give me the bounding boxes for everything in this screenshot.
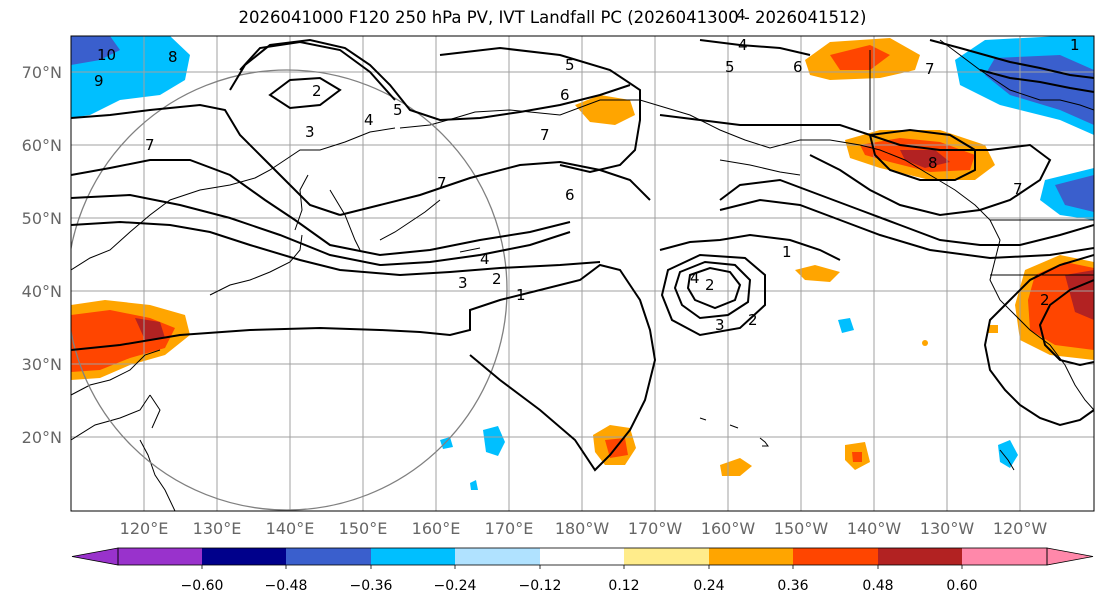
contour-label: 7 (145, 136, 155, 154)
contour-label: 8 (928, 154, 938, 172)
colorbar-segment (455, 548, 540, 565)
lon-label: 150°E (339, 519, 388, 538)
contour-label: 1 (782, 243, 792, 261)
colorbar-tick-label: −0.12 (519, 578, 562, 594)
contour-label: 7 (1013, 180, 1023, 198)
colorbar-tick-label: 0.48 (862, 578, 893, 594)
colorbar-segment (371, 548, 455, 565)
longitude-labels: 120°E 130°E 140°E 150°E 160°E 170°E 180°… (120, 519, 1048, 538)
lat-label: 20°N (22, 428, 62, 447)
contour-label: 7 (540, 126, 550, 144)
ivt-shading (71, 36, 1094, 490)
colorbar-tick-label: −0.60 (181, 578, 224, 594)
lon-label: 130°W (920, 519, 975, 538)
lat-label: 50°N (22, 209, 62, 228)
contour-label-group: 10 9 8 7 2 3 4 5 5 6 4 7 6 7 1 2 4 4 3 2… (94, 6, 1080, 334)
lon-label: 180°W (555, 519, 610, 538)
contour-label: 6 (560, 86, 570, 104)
contour-label: 3 (458, 274, 468, 292)
colorbar-segment (118, 548, 202, 565)
contour-label: 4 (480, 250, 490, 268)
contour-label: 8 (168, 48, 178, 66)
lat-label: 60°N (22, 136, 62, 155)
contour-label: 5 (393, 101, 403, 119)
colorbar-extend-low (71, 547, 119, 566)
contour-label: 3 (305, 123, 315, 141)
lon-label: 120°W (993, 519, 1048, 538)
lon-label: 130°E (193, 519, 242, 538)
contour-label: 2 (492, 270, 502, 288)
colorbar-segment (202, 548, 286, 565)
coastlines (71, 39, 1094, 511)
contour-label: 4 (736, 6, 746, 24)
colorbar-segment (709, 548, 793, 565)
contour-label: 5 (725, 58, 735, 76)
contour-label: 5 (565, 56, 575, 74)
contour-label: 2 (1040, 291, 1050, 309)
contour-label: 2 (705, 276, 715, 294)
contour-label: 6 (793, 58, 803, 76)
colorbar-segment (878, 548, 962, 565)
lat-label: 70°N (22, 63, 62, 82)
contour-label: 7 (925, 60, 935, 78)
colorbar-tick-label: 0.60 (946, 578, 977, 594)
lon-label: 170°E (485, 519, 534, 538)
colorbar-extend-high (1046, 547, 1094, 566)
contour-label: 3 (715, 316, 725, 334)
map-border (70, 35, 1095, 512)
contour-label: 9 (94, 72, 104, 90)
lon-label: 140°W (847, 519, 902, 538)
colorbar-tick-label: −0.24 (434, 578, 477, 594)
colorbar-tick-label: 0.36 (777, 578, 808, 594)
colorbar-ticks: −0.60 −0.48 −0.36 −0.24 −0.12 0.12 0.24 … (181, 578, 978, 594)
colorbar-segment (793, 548, 878, 565)
lon-label: 140°E (266, 519, 315, 538)
colorbar-tick-label: −0.36 (350, 578, 393, 594)
contour-label: 7 (437, 174, 447, 192)
reference-circle (71, 69, 508, 511)
pv-contours (71, 38, 1094, 472)
lon-label: 160°E (412, 519, 461, 538)
contour-label: 4 (690, 269, 700, 287)
lon-label: 160°W (701, 519, 756, 538)
lat-label: 40°N (22, 282, 62, 301)
contour-label: 1 (516, 286, 526, 304)
contour-label: 1 (1070, 36, 1080, 54)
colorbar-tick-label: −0.48 (265, 578, 308, 594)
contour-label: 2 (748, 311, 758, 329)
contour-label: 4 (364, 111, 374, 129)
colorbar-border (117, 547, 1048, 566)
colorbar-segment (286, 548, 371, 565)
contour-label: 10 (97, 46, 116, 64)
colorbar-tick-label: 0.24 (693, 578, 724, 594)
colorbar-segment (962, 548, 1047, 565)
lat-label: 30°N (22, 355, 62, 374)
contour-label: 2 (312, 82, 322, 100)
colorbar-tick-label: 0.12 (608, 578, 639, 594)
lon-label: 150°W (774, 519, 829, 538)
map-title: 2026041000 F120 250 hPa PV, IVT Landfall… (238, 8, 867, 27)
contour-label: 4 (738, 36, 748, 54)
lon-label: 120°E (120, 519, 169, 538)
lon-label: 170°W (628, 519, 683, 538)
colorbar-segment (624, 548, 709, 565)
latitude-labels: 70°N 60°N 50°N 40°N 30°N 20°N (22, 63, 62, 447)
contour-label: 6 (565, 186, 575, 204)
colorbar-segment (540, 548, 624, 565)
colorbar (71, 547, 1094, 569)
